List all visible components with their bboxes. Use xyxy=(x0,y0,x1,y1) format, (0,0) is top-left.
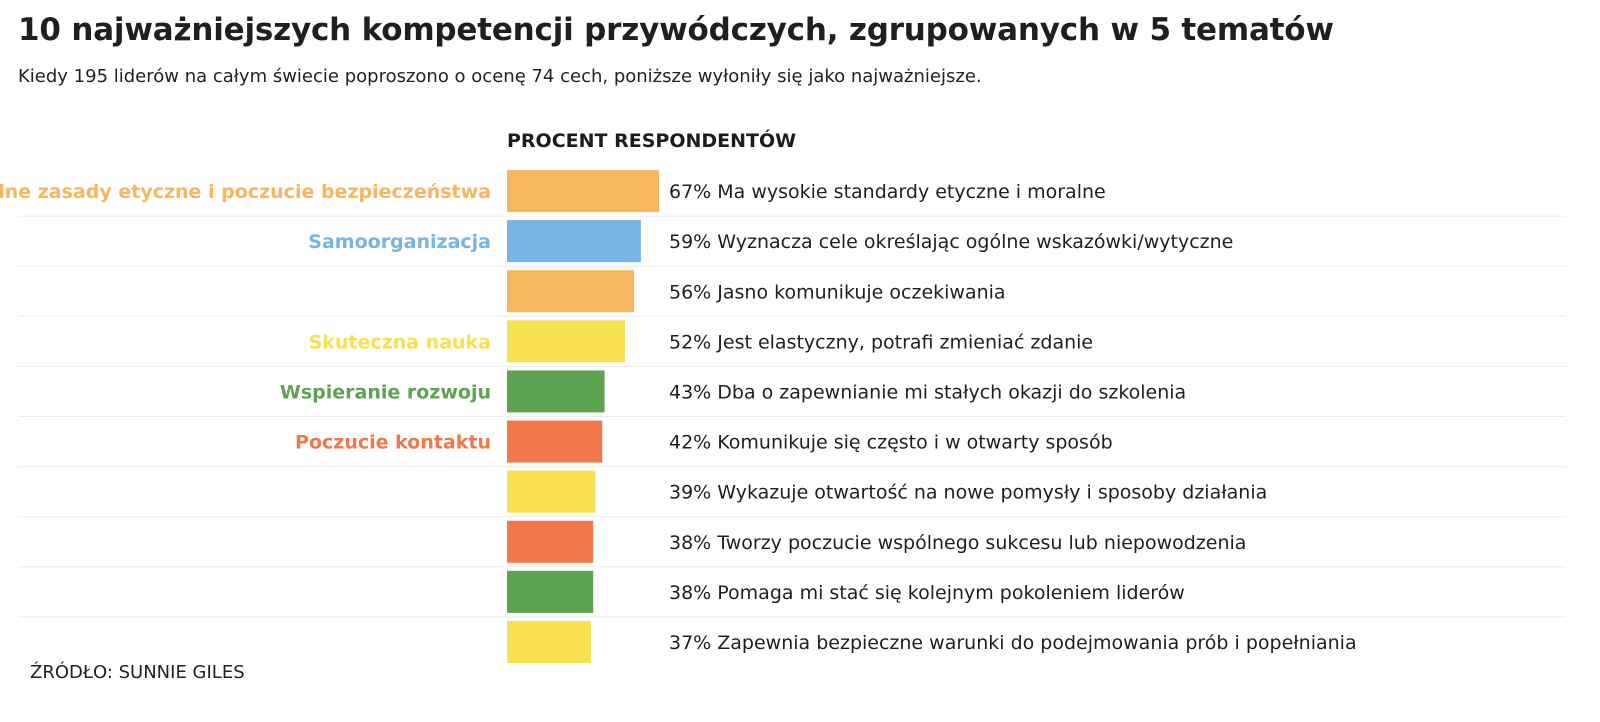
theme-label-6: Poczucie kontaktu xyxy=(295,432,491,454)
bar-label-1: 67% Ma wysokie standardy etyczne i moral… xyxy=(669,181,1106,203)
theme-label-4: Skuteczna nauka xyxy=(309,331,491,353)
bar-6 xyxy=(507,420,603,463)
bar-label-6: 42% Komunikuje się często i w otwarty sp… xyxy=(669,432,1113,454)
bar-label-3: 56% Jasno komunikuje oczekiwania xyxy=(669,281,1006,303)
bar-10 xyxy=(507,620,591,663)
bar-5 xyxy=(507,370,605,413)
bar-label-8: 38% Tworzy poczucie wspólnego sukcesu lu… xyxy=(669,532,1246,554)
bar-1 xyxy=(507,170,659,213)
chart-title: 10 najważniejszych kompetencji przywódcz… xyxy=(18,12,1334,48)
bar-4 xyxy=(507,320,625,363)
bar-9 xyxy=(507,570,594,613)
column-header: PROCENT RESPONDENTÓW xyxy=(507,128,796,152)
bar-label-5: 43% Dba o zapewnianie mi stałych okazji … xyxy=(669,381,1186,403)
bar-label-7: 39% Wykazuje otwartość na nowe pomysły i… xyxy=(669,482,1267,504)
bar-2 xyxy=(507,220,641,263)
source-note: ŹRÓDŁO: SUNNIE GILES xyxy=(30,662,245,683)
chart-subtitle: Kiedy 195 liderów na całym świecie popro… xyxy=(18,66,982,87)
chart-rows: Silne zasady etyczne i poczucie bezpiecz… xyxy=(0,170,1566,663)
bar-8 xyxy=(507,520,594,563)
bar-label-9: 38% Pomaga mi stać się kolejnym pokoleni… xyxy=(669,582,1185,604)
bar-label-2: 59% Wyznacza cele określając ogólne wska… xyxy=(669,231,1233,253)
bar-label-10: 37% Zapewnia bezpieczne warunki do podej… xyxy=(669,632,1357,654)
bar-7 xyxy=(507,470,596,513)
bar-label-4: 52% Jest elastyczny, potrafi zmieniać zd… xyxy=(669,331,1093,353)
theme-label-2: Samoorganizacja xyxy=(308,231,491,253)
theme-label-1: Silne zasady etyczne i poczucie bezpiecz… xyxy=(0,181,491,203)
bar-3 xyxy=(507,270,635,313)
theme-label-5: Wspieranie rozwoju xyxy=(280,381,491,403)
